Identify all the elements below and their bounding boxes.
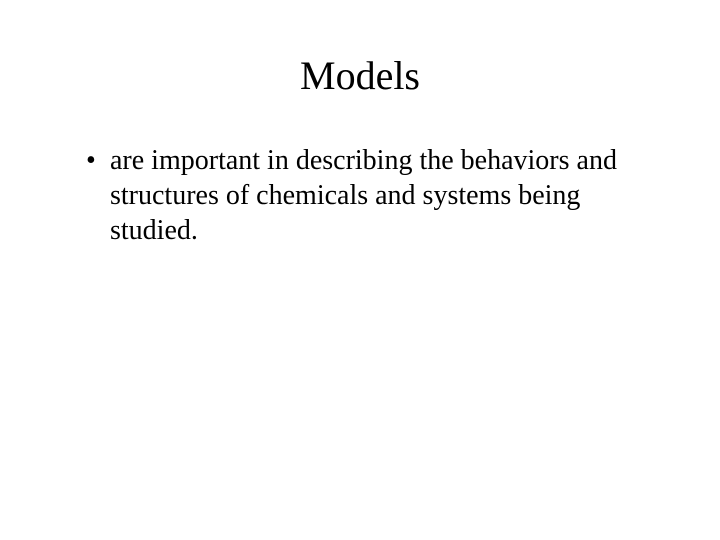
slide-container: Models are important in describing the b… [0, 0, 720, 540]
slide-content: are important in describing the behavior… [60, 143, 660, 248]
bullet-list: are important in describing the behavior… [86, 143, 660, 248]
list-item: are important in describing the behavior… [86, 143, 646, 248]
slide-title: Models [60, 52, 660, 99]
